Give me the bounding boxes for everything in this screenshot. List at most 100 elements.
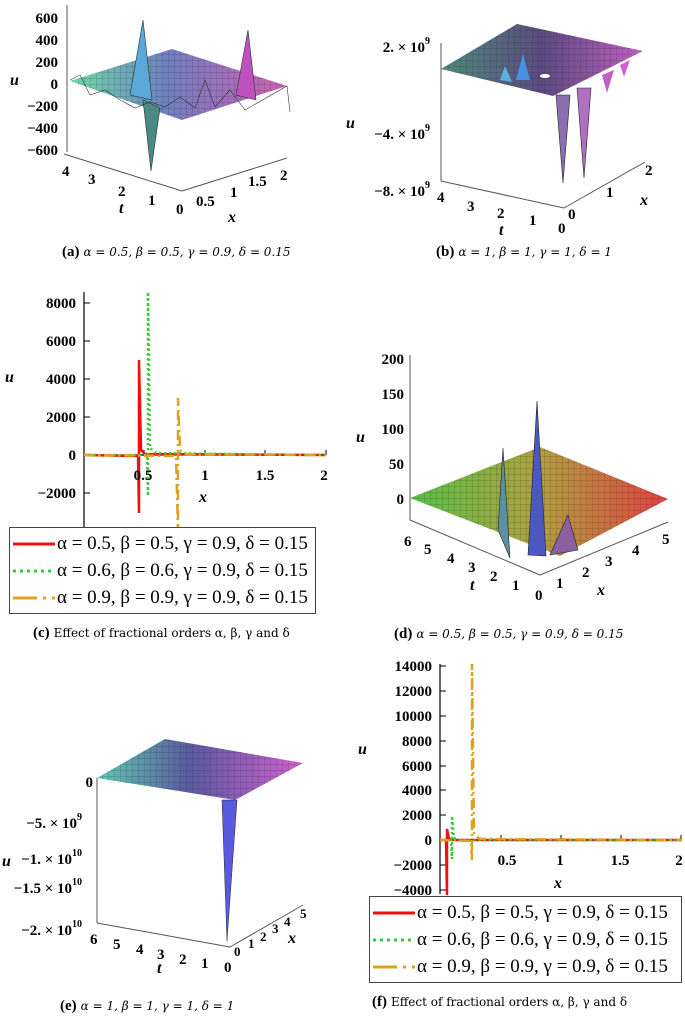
svg-text:1: 1 xyxy=(148,193,156,209)
svg-text:4: 4 xyxy=(136,942,144,958)
z-tick-labels-b: 2. × 109 −4. × 109 −8. × 109 xyxy=(374,36,430,200)
svg-text:10000: 10000 xyxy=(395,709,433,725)
svg-text:1: 1 xyxy=(201,468,209,484)
z-tick-labels-d: 200 150 100 50 0 xyxy=(382,352,405,508)
svg-text:u: u xyxy=(2,853,11,870)
svg-text:0: 0 xyxy=(535,588,543,604)
surface-plot-b: 2. × 109 −4. × 109 −8. × 109 u 4 3 2 1 0… xyxy=(346,24,653,239)
line-chart-c: 8000 6000 4000 2000 0 −2000 u 0.5 1 1.5 … xyxy=(5,291,328,533)
t-tick-labels-b: 4 3 2 1 0 xyxy=(437,190,566,237)
svg-text:−1.5 × 1010: −1.5 × 1010 xyxy=(14,877,82,897)
svg-text:6: 6 xyxy=(90,932,98,948)
svg-text:5: 5 xyxy=(113,937,121,953)
svg-text:x: x xyxy=(553,875,562,892)
svg-text:6: 6 xyxy=(404,534,412,550)
svg-text:0: 0 xyxy=(224,960,232,976)
svg-text:0: 0 xyxy=(51,77,59,93)
svg-text:4000: 4000 xyxy=(46,372,76,388)
svg-text:3: 3 xyxy=(605,554,613,570)
svg-text:−4000: −4000 xyxy=(393,883,432,899)
svg-text:0.5: 0.5 xyxy=(498,853,517,869)
svg-text:4: 4 xyxy=(632,543,640,559)
svg-text:14000: 14000 xyxy=(395,659,433,675)
svg-text:4: 4 xyxy=(447,551,455,567)
svg-text:1: 1 xyxy=(529,213,537,229)
svg-text:−400: −400 xyxy=(27,121,58,137)
svg-text:u: u xyxy=(356,429,365,446)
svg-text:1: 1 xyxy=(201,956,209,972)
svg-text:2: 2 xyxy=(118,184,126,200)
svg-text:0: 0 xyxy=(69,448,77,464)
caption-c: (c) Effect of fractional orders α, β, γ a… xyxy=(33,625,290,641)
svg-text:2: 2 xyxy=(260,929,267,944)
svg-text:4: 4 xyxy=(284,914,291,929)
panel-d: 200 150 100 50 0 u 6 5 4 3 2 1 0 t 1 2 3… xyxy=(340,270,685,650)
legend-item: α = 0.5, β = 0.5, γ = 0.9, δ = 0.15 xyxy=(373,901,668,923)
t-tick-labels-a: 4 3 2 1 0 xyxy=(62,164,184,218)
svg-text:0: 0 xyxy=(234,944,241,959)
surface-plot-e: 0 −5. × 109 −1. × 1010 −1.5 × 1010 −2. ×… xyxy=(2,739,307,977)
svg-text:1: 1 xyxy=(512,578,520,594)
panel-a: 600 400 200 0 −200 −400 −600 u 4 3 2 1 0… xyxy=(0,0,340,268)
svg-text:0: 0 xyxy=(176,202,184,218)
line-chart-f: 14000 12000 10000 8000 6000 4000 2000 0 … xyxy=(358,659,683,899)
svg-text:5: 5 xyxy=(300,906,307,921)
svg-text:−5. × 109: −5. × 109 xyxy=(26,812,82,832)
svg-text:1.5: 1.5 xyxy=(248,174,267,190)
series-c-gold xyxy=(83,397,327,533)
svg-text:−2000: −2000 xyxy=(393,858,432,874)
series-f-green xyxy=(440,815,682,860)
svg-text:1.5: 1.5 xyxy=(256,468,275,484)
t-tick-labels-d: 6 5 4 3 2 1 0 xyxy=(404,534,543,604)
surface-plot-a: 600 400 200 0 −200 −400 −600 u 4 3 2 1 0… xyxy=(10,5,291,226)
svg-text:5: 5 xyxy=(662,532,670,548)
svg-text:0: 0 xyxy=(425,833,433,849)
caption-e: (e) α = 1, β = 1, γ = 1, δ = 1 xyxy=(60,998,235,1014)
svg-text:1: 1 xyxy=(556,576,564,592)
panel-b: 2. × 109 −4. × 109 −8. × 109 u 4 3 2 1 0… xyxy=(340,0,685,268)
svg-text:t: t xyxy=(119,200,124,217)
caption-b: (b) α = 1, β = 1, γ = 1, δ = 1 xyxy=(436,244,612,260)
svg-text:−4. × 109: −4. × 109 xyxy=(374,123,430,143)
z-tick-labels-e: 0 −5. × 109 −1. × 1010 −1.5 × 1010 −2. ×… xyxy=(14,775,93,939)
svg-text:150: 150 xyxy=(382,387,405,403)
svg-text:0: 0 xyxy=(568,207,576,223)
svg-text:t: t xyxy=(157,960,162,977)
svg-text:−8. × 109: −8. × 109 xyxy=(374,180,430,200)
svg-text:0.5: 0.5 xyxy=(196,194,215,210)
svg-text:6000: 6000 xyxy=(46,334,76,350)
svg-text:u: u xyxy=(5,369,14,386)
svg-text:2: 2 xyxy=(675,853,683,869)
svg-text:8000: 8000 xyxy=(402,734,432,750)
panel-f: 14000 12000 10000 8000 6000 4000 2000 0 … xyxy=(340,650,685,1017)
panel-c: 8000 6000 4000 2000 0 −2000 u 0.5 1 1.5 … xyxy=(0,270,340,650)
svg-text:x: x xyxy=(596,582,605,599)
surface-plot-d: 200 150 100 50 0 u 6 5 4 3 2 1 0 t 1 2 3… xyxy=(356,352,670,604)
legend-item: α = 0.6, β = 0.6, γ = 0.9, δ = 0.15 xyxy=(13,559,308,581)
svg-text:0.5: 0.5 xyxy=(134,468,153,484)
x-tick-labels-a: 0.5 1 1.5 2 xyxy=(196,168,288,210)
svg-text:1: 1 xyxy=(248,936,255,951)
svg-text:2. × 109: 2. × 109 xyxy=(383,36,430,56)
svg-text:−2000: −2000 xyxy=(37,486,76,502)
svg-text:0: 0 xyxy=(558,221,566,237)
svg-text:3: 3 xyxy=(468,560,476,576)
legend-c: α = 0.5, β = 0.5, γ = 0.9, δ = 0.15 α = … xyxy=(9,527,316,614)
svg-text:8000: 8000 xyxy=(46,296,76,312)
series-f-gold xyxy=(439,663,683,861)
svg-text:2: 2 xyxy=(582,565,590,581)
svg-text:0: 0 xyxy=(86,775,94,791)
svg-text:3: 3 xyxy=(88,172,96,188)
svg-text:u: u xyxy=(10,72,19,89)
svg-text:0: 0 xyxy=(397,492,405,508)
svg-text:2000: 2000 xyxy=(402,808,432,824)
y-tick-labels-f: 14000 12000 10000 8000 6000 4000 2000 0 … xyxy=(393,659,432,899)
caption-d: (d) α = 0.5, β = 0.5, γ = 0.9, δ = 0.15 xyxy=(394,626,624,642)
legend-item: α = 0.6, β = 0.6, γ = 0.9, δ = 0.15 xyxy=(373,928,668,950)
legend-item: α = 0.9, β = 0.9, γ = 0.9, δ = 0.15 xyxy=(13,586,308,608)
legend-item: α = 0.5, β = 0.5, γ = 0.9, δ = 0.15 xyxy=(13,532,308,554)
svg-text:3: 3 xyxy=(467,199,475,215)
x-tick-labels-d: 1 2 3 4 5 xyxy=(556,532,670,592)
svg-text:2000: 2000 xyxy=(46,410,76,426)
svg-text:x: x xyxy=(639,192,648,209)
